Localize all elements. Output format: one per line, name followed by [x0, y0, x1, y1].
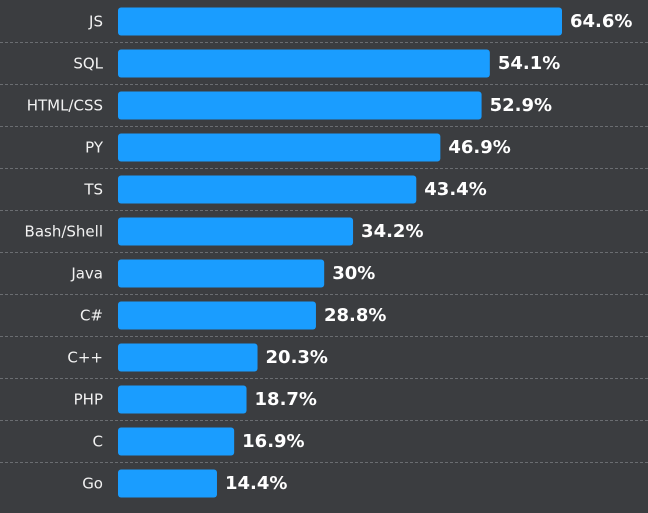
bar-bash-shell — [118, 217, 354, 246]
bar-c — [118, 427, 235, 456]
category-label: C++ — [67, 349, 103, 367]
value-label: 54.1% — [498, 53, 560, 74]
bar-csharp — [118, 301, 316, 330]
bar-js — [118, 7, 562, 36]
bar-py — [118, 133, 441, 162]
category-label: TS — [83, 181, 103, 199]
category-label: Go — [82, 475, 103, 493]
value-label: 18.7% — [255, 389, 317, 410]
category-label: SQL — [73, 55, 103, 73]
value-label: 30% — [332, 263, 375, 284]
bars — [118, 7, 562, 498]
bar-php — [118, 385, 247, 414]
category-label: C — [93, 433, 103, 451]
grid-lines — [0, 42, 648, 463]
value-label: 64.6% — [570, 11, 632, 32]
value-label: 14.4% — [225, 473, 287, 494]
bar-ts — [118, 175, 417, 204]
bar-cpp — [118, 343, 258, 372]
category-label: Bash/Shell — [25, 223, 103, 241]
category-label: Java — [70, 265, 103, 283]
value-label: 52.9% — [490, 95, 552, 116]
bar-java — [118, 259, 325, 288]
labels: JS 64.6% SQL 54.1% HTML/CSS 52.9% PY 46.9% TS 43.… — [25, 11, 633, 494]
category-label: PHP — [74, 391, 103, 409]
bar-go — [118, 469, 217, 498]
value-label: 34.2% — [361, 221, 423, 242]
bar-html-css — [118, 91, 482, 120]
category-label: JS — [88, 13, 103, 31]
category-label: PY — [85, 139, 104, 157]
category-label: HTML/CSS — [27, 97, 103, 115]
value-label: 43.4% — [424, 179, 486, 200]
value-label: 28.8% — [324, 305, 386, 326]
bar-sql — [118, 49, 490, 78]
value-label: 16.9% — [242, 431, 304, 452]
category-label: C# — [80, 307, 103, 325]
value-label: 20.3% — [266, 347, 328, 368]
value-label: 46.9% — [448, 137, 510, 158]
